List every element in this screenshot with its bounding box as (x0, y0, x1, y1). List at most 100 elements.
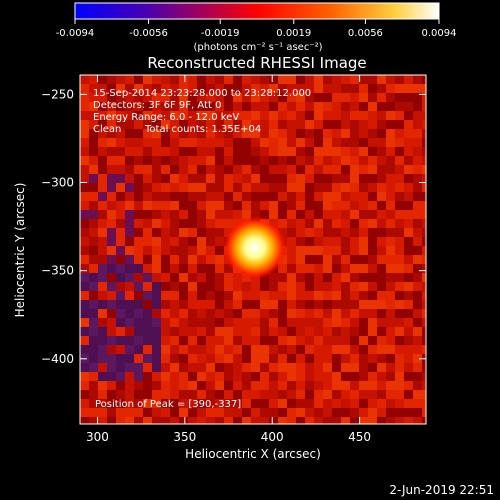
heatmap-cell (404, 381, 413, 390)
heatmap-cell (377, 165, 386, 174)
heatmap-cell (125, 336, 134, 345)
heatmap-cell (170, 255, 179, 264)
heatmap-cell (179, 129, 188, 138)
heatmap-cell (395, 399, 404, 408)
heatmap-cell (80, 111, 89, 120)
heatmap-cell (350, 300, 359, 309)
heatmap-cell (305, 417, 314, 424)
heatmap-cell (377, 237, 386, 246)
y-tick-label: −250 (41, 87, 74, 101)
heatmap-cell (422, 408, 426, 417)
heatmap-cell (323, 111, 332, 120)
heatmap-cell (341, 399, 350, 408)
heatmap-cell (116, 345, 125, 354)
heatmap-cell (359, 237, 368, 246)
heatmap-cell (134, 264, 143, 273)
heatmap-cell (179, 111, 188, 120)
heatmap-cell (251, 372, 260, 381)
heatmap-cell (224, 201, 233, 210)
heatmap-cell (233, 273, 242, 282)
heatmap-cell (98, 183, 107, 192)
heatmap-cell (341, 111, 350, 120)
heatmap-cell (224, 210, 233, 219)
heatmap-cell (161, 201, 170, 210)
heatmap-cell (305, 102, 314, 111)
heatmap-cell (296, 75, 305, 84)
heatmap-cell (251, 327, 260, 336)
heatmap-cell (314, 183, 323, 192)
heatmap-cell (395, 102, 404, 111)
heatmap-cell (89, 156, 98, 165)
heatmap-cell (332, 327, 341, 336)
heatmap-cell (215, 129, 224, 138)
heatmap-cell (116, 138, 125, 147)
heatmap-cell (422, 246, 426, 255)
heatmap-cell (413, 93, 422, 102)
heatmap-cell (296, 165, 305, 174)
heatmap-cell (251, 192, 260, 201)
heatmap-cell (341, 417, 350, 424)
heatmap-cell (197, 363, 206, 372)
heatmap-cell (233, 354, 242, 363)
heatmap-cell (224, 354, 233, 363)
heatmap-cell (107, 417, 116, 424)
heatmap-cell (206, 408, 215, 417)
heatmap-cell (359, 399, 368, 408)
heatmap-cell (170, 399, 179, 408)
heatmap-cell (170, 300, 179, 309)
heatmap-cell (215, 255, 224, 264)
heatmap-cell (377, 183, 386, 192)
heatmap-cell (152, 102, 161, 111)
heatmap-cell (422, 102, 426, 111)
heatmap-cell (206, 165, 215, 174)
heatmap-cell (287, 237, 296, 246)
heatmap-cell (215, 93, 224, 102)
heatmap-cell (242, 381, 251, 390)
heatmap-cell (269, 102, 278, 111)
heatmap-cell (404, 174, 413, 183)
heatmap-cell (260, 309, 269, 318)
heatmap-cell (377, 336, 386, 345)
heatmap-cell (314, 354, 323, 363)
heatmap-cell (251, 129, 260, 138)
heatmap-cell (251, 336, 260, 345)
heatmap-cell (170, 336, 179, 345)
heatmap-cell (125, 363, 134, 372)
heatmap-cell (287, 318, 296, 327)
heatmap-cell (422, 309, 426, 318)
heatmap-cell (269, 327, 278, 336)
heatmap-cell (377, 345, 386, 354)
heatmap-cell (395, 372, 404, 381)
heatmap-cell (80, 309, 89, 318)
heatmap-cell (287, 390, 296, 399)
heatmap-cell (287, 282, 296, 291)
heatmap-cell (287, 345, 296, 354)
heatmap-cell (341, 381, 350, 390)
heatmap-cell (260, 129, 269, 138)
heatmap-cell (413, 246, 422, 255)
heatmap-cell (332, 282, 341, 291)
heatmap-cell (233, 417, 242, 424)
heatmap-cell (305, 174, 314, 183)
heatmap-cell (287, 156, 296, 165)
heatmap-cell (323, 255, 332, 264)
heatmap-cell (413, 336, 422, 345)
heatmap-cell (287, 381, 296, 390)
heatmap-cell (296, 354, 305, 363)
heatmap-cell (89, 318, 98, 327)
heatmap-cell (188, 75, 197, 84)
heatmap-cell (89, 327, 98, 336)
heatmap-cell (107, 246, 116, 255)
heatmap-cell (107, 291, 116, 300)
heatmap-cells (80, 75, 426, 424)
heatmap-cell (368, 363, 377, 372)
heatmap-cell (377, 138, 386, 147)
heatmap-cell (404, 363, 413, 372)
heatmap-cell (89, 210, 98, 219)
heatmap-cell (323, 201, 332, 210)
heatmap-cell (359, 219, 368, 228)
heatmap-cell (215, 354, 224, 363)
heatmap-cell (206, 183, 215, 192)
heatmap-cell (251, 138, 260, 147)
heatmap-cell (188, 408, 197, 417)
